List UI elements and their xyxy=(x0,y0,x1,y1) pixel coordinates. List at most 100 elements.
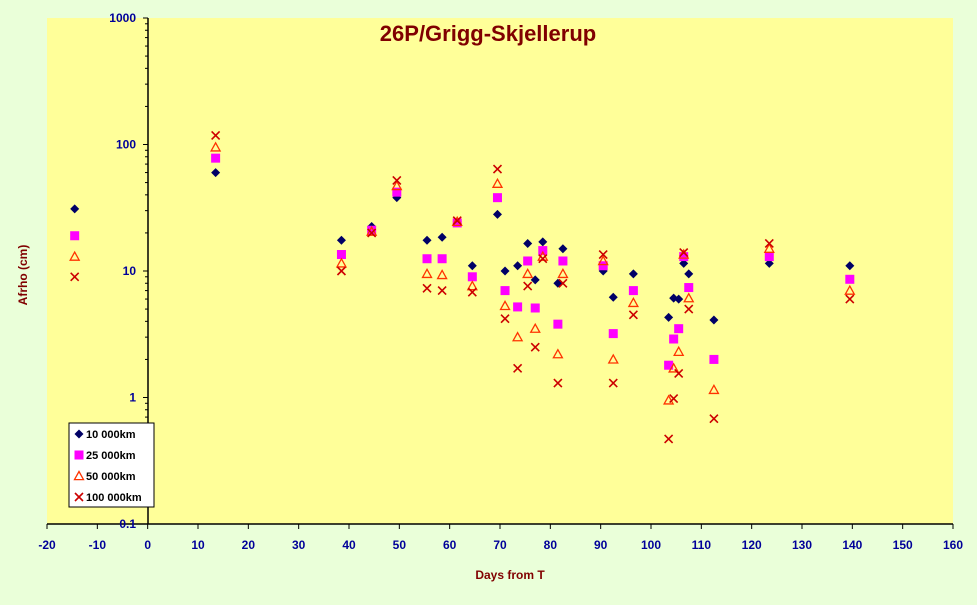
x-tick-label: 120 xyxy=(742,538,762,552)
legend-label: 10 000km xyxy=(86,429,136,441)
data-point xyxy=(452,216,462,226)
data-point xyxy=(684,304,694,314)
data-point xyxy=(492,164,503,174)
series-3 xyxy=(69,141,856,405)
data-point xyxy=(674,294,684,304)
data-point xyxy=(391,180,403,191)
data-point xyxy=(392,175,402,185)
data-point xyxy=(668,362,680,373)
legend-items: 10 000km 25 000km 50 000km 100 000km xyxy=(73,429,142,504)
data-point xyxy=(763,242,775,253)
data-point xyxy=(530,303,540,313)
data-point xyxy=(211,153,221,163)
legend-marker xyxy=(74,492,84,502)
data-point xyxy=(598,249,608,260)
x-tick-label: 140 xyxy=(842,538,862,552)
data-point xyxy=(844,284,856,295)
data-point xyxy=(683,292,695,303)
data-point xyxy=(627,297,639,308)
data-point xyxy=(607,353,619,364)
data-point xyxy=(500,266,510,276)
data-point xyxy=(421,267,433,279)
data-point xyxy=(598,261,608,271)
x-tick-label: -20 xyxy=(38,538,56,552)
data-point xyxy=(422,283,432,293)
legend-label: 25 000km xyxy=(86,450,136,462)
data-point xyxy=(608,329,618,339)
data-point xyxy=(523,281,533,291)
y-tick-label: 1000 xyxy=(109,11,136,25)
data-point xyxy=(210,141,222,152)
data-point xyxy=(513,302,523,312)
data-point xyxy=(70,231,80,241)
data-point xyxy=(452,218,462,228)
data-point xyxy=(530,342,540,352)
data-point xyxy=(673,345,685,356)
data-point xyxy=(553,378,563,388)
x-tick-label: 80 xyxy=(544,538,558,552)
data-point xyxy=(367,225,377,235)
data-point xyxy=(491,177,504,188)
x-tick-label: 30 xyxy=(292,538,306,552)
data-point xyxy=(336,235,346,245)
data-point xyxy=(467,287,477,297)
x-tick-label: 40 xyxy=(342,538,356,552)
data-point xyxy=(663,394,675,405)
data-point xyxy=(557,267,569,279)
data-point xyxy=(336,266,347,276)
x-tick-label: 110 xyxy=(692,538,712,552)
x-tick-label: 60 xyxy=(443,538,457,552)
data-point xyxy=(845,294,855,304)
x-tick-label: 50 xyxy=(393,538,407,552)
data-point xyxy=(558,244,568,254)
legend-label: 100 000km xyxy=(86,492,142,504)
x-tick-label: 0 xyxy=(144,538,151,552)
data-point xyxy=(436,269,448,280)
data-point xyxy=(608,292,618,302)
x-tick-label: 20 xyxy=(242,538,256,552)
data-point xyxy=(664,360,674,370)
data-point xyxy=(664,434,674,444)
y-axis-title: Afrho (cm) xyxy=(16,245,30,306)
data-point xyxy=(664,312,674,322)
data-point xyxy=(523,238,533,248)
data-point xyxy=(558,278,568,288)
y-tick-label: 0.1 xyxy=(119,517,136,531)
x-tick-label: 160 xyxy=(943,538,963,552)
data-point xyxy=(764,238,774,249)
data-point xyxy=(523,256,533,266)
y-tick-label: 100 xyxy=(116,138,136,152)
data-point xyxy=(422,254,432,264)
x-axis-title: Days from T xyxy=(475,568,545,582)
data-point xyxy=(211,130,221,140)
legend-marker xyxy=(74,450,84,460)
data-point xyxy=(709,414,719,424)
x-tick-label: 10 xyxy=(191,538,205,552)
data-point xyxy=(500,314,510,324)
legend-label: 50 000km xyxy=(86,471,136,483)
data-point xyxy=(335,257,348,268)
data-point xyxy=(69,250,81,261)
data-point xyxy=(845,274,855,284)
data-point xyxy=(538,237,548,247)
data-point xyxy=(466,280,478,291)
data-point xyxy=(522,267,534,279)
data-point xyxy=(467,272,477,282)
data-point xyxy=(500,286,510,296)
data-point xyxy=(709,354,719,364)
data-point xyxy=(529,322,541,333)
data-point xyxy=(336,250,346,260)
legend-marker xyxy=(73,470,85,481)
data-point xyxy=(70,272,80,282)
data-point xyxy=(513,261,523,271)
data-point xyxy=(367,228,377,238)
data-point xyxy=(451,215,463,227)
data-point xyxy=(628,269,638,279)
data-point xyxy=(422,235,432,245)
data-point xyxy=(512,331,524,342)
chart-title: 26P/Grigg-Skjellerup xyxy=(380,21,596,46)
y-tick-label: 10 xyxy=(123,264,137,278)
data-point xyxy=(499,300,511,311)
